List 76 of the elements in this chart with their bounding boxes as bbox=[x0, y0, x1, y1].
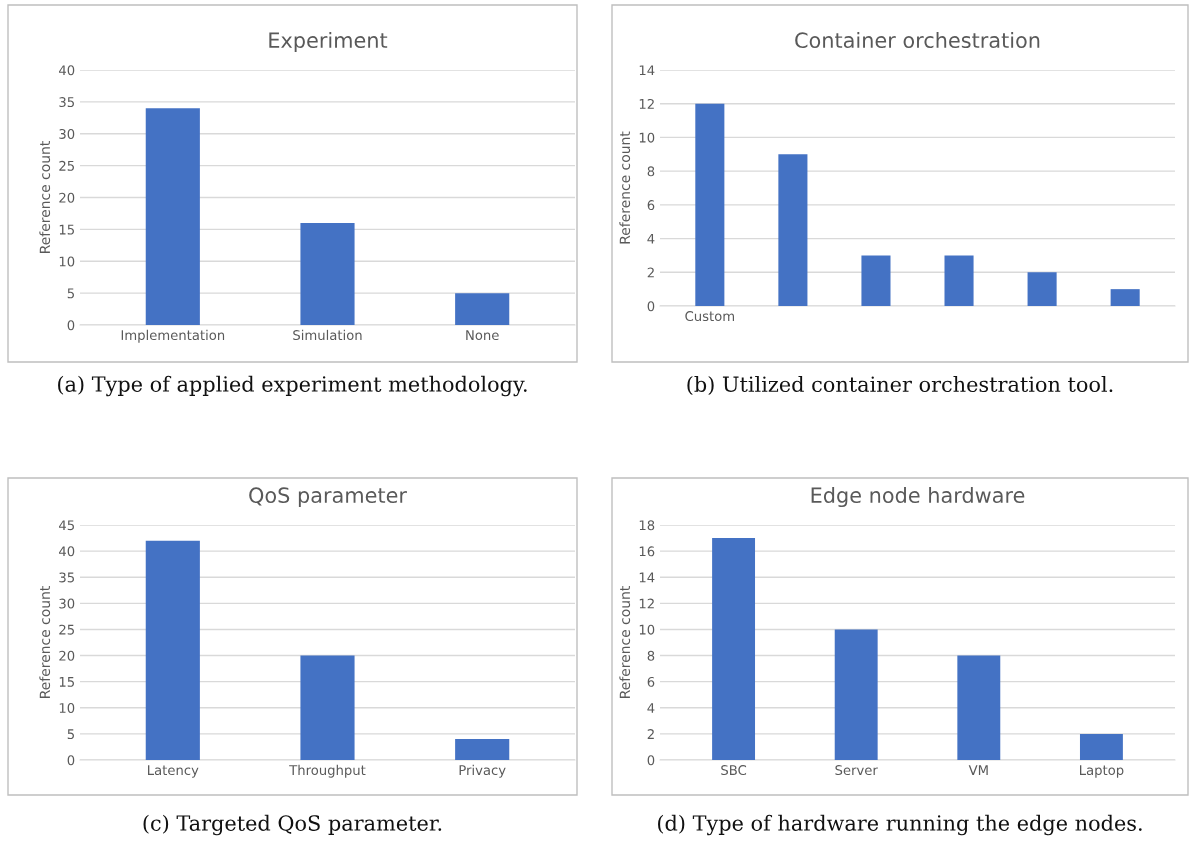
x-tick-label: Throughput bbox=[289, 764, 366, 778]
chart-title: Container orchestration bbox=[795, 31, 1040, 49]
y-tick-label: 25 bbox=[59, 624, 74, 635]
y-tick-label: 6 bbox=[647, 676, 655, 687]
y-tick-label: 2 bbox=[647, 267, 654, 278]
y-tick-label: 0 bbox=[67, 320, 75, 331]
y-tick-label: 40 bbox=[58, 65, 75, 76]
y-axis-title: Reference count bbox=[619, 586, 631, 698]
y-tick-label: 18 bbox=[639, 520, 655, 531]
bar bbox=[712, 538, 756, 760]
bar bbox=[455, 293, 510, 325]
text: (c) Targeted QoS parameter. bbox=[143, 814, 442, 836]
y-tick-label: 35 bbox=[59, 572, 74, 583]
y-tick-label: 10 bbox=[59, 256, 75, 267]
y-tick-label: 4 bbox=[647, 703, 655, 713]
x-tick-label: Latency bbox=[148, 765, 199, 778]
y-tick-label: 2 bbox=[647, 729, 654, 739]
y-tick-label: 30 bbox=[59, 598, 75, 609]
x-tick-label: Custom bbox=[685, 311, 734, 322]
y-tick-label: 14 bbox=[639, 65, 655, 76]
y-tick-label: 14 bbox=[639, 572, 655, 583]
y-tick-label: 8 bbox=[647, 166, 655, 177]
bar bbox=[455, 739, 510, 760]
x-tick-label: Server bbox=[835, 765, 878, 776]
bar bbox=[695, 103, 725, 306]
y-tick-label: 0 bbox=[67, 755, 75, 766]
bar bbox=[1079, 733, 1123, 760]
x-tick-label: None bbox=[466, 330, 499, 341]
bar bbox=[300, 223, 355, 325]
y-axis-title: Reference count bbox=[39, 586, 51, 698]
y-tick-label: 0 bbox=[647, 301, 655, 312]
text: (d) Type of hardware running the edge nodes. bbox=[658, 814, 1142, 836]
y-tick-label: 10 bbox=[639, 624, 655, 635]
bar bbox=[145, 108, 200, 325]
y-tick-label: 40 bbox=[58, 546, 75, 557]
bar bbox=[834, 629, 878, 760]
x-tick-label: Implementation bbox=[121, 329, 225, 343]
y-tick-label: 20 bbox=[59, 192, 75, 203]
y-tick-label: 12 bbox=[639, 98, 654, 109]
y-tick-label: 16 bbox=[639, 546, 655, 557]
text: (b) Utilized container orchestration tool. bbox=[687, 375, 1113, 395]
y-tick-label: 12 bbox=[639, 598, 654, 609]
x-tick-label: Laptop bbox=[1080, 765, 1124, 778]
chart-title: Edge node hardware bbox=[811, 486, 1025, 508]
bar bbox=[1110, 289, 1140, 306]
bar bbox=[944, 255, 974, 306]
y-tick-label: 6 bbox=[647, 200, 655, 211]
y-tick-label: 10 bbox=[59, 703, 75, 713]
y-tick-label: 8 bbox=[647, 650, 655, 661]
y-tick-label: 20 bbox=[59, 650, 75, 661]
bar bbox=[778, 154, 808, 306]
y-tick-label: 15 bbox=[59, 677, 74, 687]
y-tick-label: 10 bbox=[639, 132, 655, 143]
bar bbox=[1027, 272, 1057, 306]
bar bbox=[300, 655, 355, 760]
bar bbox=[861, 255, 891, 306]
y-tick-label: 0 bbox=[647, 755, 655, 766]
y-tick-label: 15 bbox=[59, 224, 74, 235]
x-tick-label: VM bbox=[968, 765, 988, 775]
chart-title: Experiment bbox=[269, 31, 388, 53]
y-axis-title: Reference count bbox=[619, 131, 631, 244]
y-tick-label: 30 bbox=[59, 128, 75, 139]
y-tick-label: 25 bbox=[59, 160, 74, 171]
text: (a) Type of applied experiment methodology. bbox=[58, 375, 527, 397]
x-tick-label: SBC bbox=[721, 765, 747, 776]
y-tick-label: 4 bbox=[647, 233, 655, 244]
chart-title: QoS parameter bbox=[249, 487, 407, 508]
x-tick-label: Privacy bbox=[459, 764, 506, 778]
y-tick-label: 5 bbox=[67, 288, 74, 299]
bar bbox=[957, 655, 1001, 760]
y-tick-label: 5 bbox=[67, 729, 74, 740]
y-tick-label: 35 bbox=[59, 97, 74, 108]
y-tick-label: 45 bbox=[58, 520, 74, 531]
x-tick-label: Simulation bbox=[293, 329, 362, 341]
bar bbox=[145, 540, 200, 760]
y-axis-title: Reference count bbox=[39, 141, 51, 253]
